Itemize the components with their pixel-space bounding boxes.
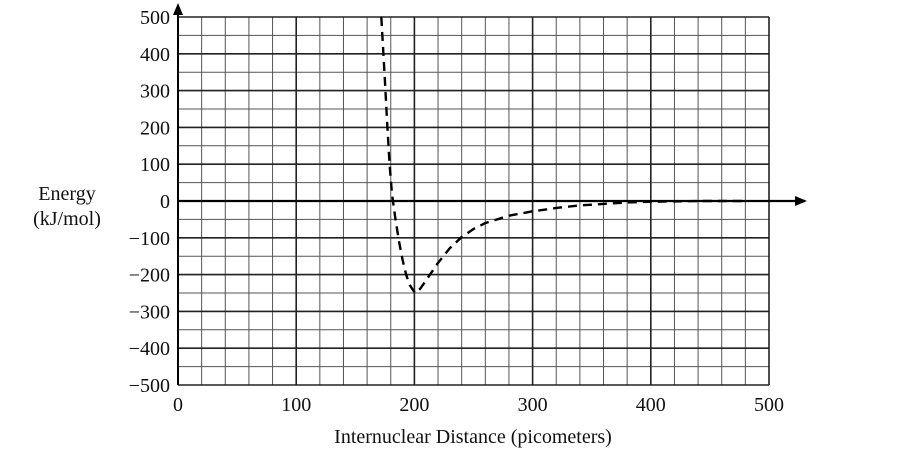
y-axis-label-line2: (kJ/mol) <box>33 208 101 230</box>
y-tick-label: 200 <box>140 117 170 139</box>
x-tick-label: 400 <box>636 394 666 416</box>
y-tick-label: 300 <box>140 81 170 103</box>
tick-labels: 0 100 200 300 400 500 500 400 300 200 100 0 −100 −200… <box>129 7 784 416</box>
x-tick-label: 200 <box>399 394 429 416</box>
y-tick-label: −200 <box>129 265 170 287</box>
series-layer <box>380 16 746 295</box>
x-axis-label: Internuclear Distance (picometers) <box>334 426 612 448</box>
y-tick-label: 400 <box>140 44 170 66</box>
axes <box>173 3 807 385</box>
y-tick-label: −100 <box>129 228 170 250</box>
y-tick-label: 100 <box>140 154 170 176</box>
y-tick-label: −500 <box>129 375 170 397</box>
x-tick-label: 100 <box>281 394 311 416</box>
potential-energy-curve <box>380 16 746 295</box>
y-tick-label: −300 <box>129 301 170 323</box>
y-tick-label: 500 <box>140 7 170 29</box>
x-tick-label: 0 <box>173 394 183 416</box>
y-axis-label-line1: Energy <box>38 183 95 205</box>
x-tick-label: 500 <box>754 394 784 416</box>
y-tick-label: 0 <box>160 191 170 213</box>
x-tick-label: 300 <box>518 394 548 416</box>
y-tick-label: −400 <box>129 338 170 360</box>
